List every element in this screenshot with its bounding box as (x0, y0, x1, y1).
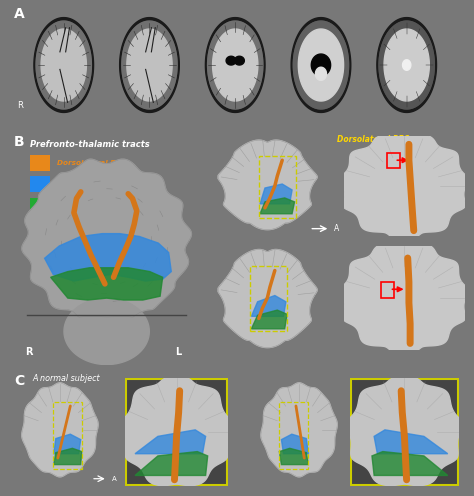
Text: Dorsolateral PFC: Dorsolateral PFC (57, 160, 126, 166)
Polygon shape (339, 134, 469, 240)
Polygon shape (339, 244, 469, 354)
Polygon shape (54, 448, 82, 465)
Polygon shape (251, 296, 286, 316)
Text: A: A (334, 224, 339, 233)
Polygon shape (298, 29, 344, 101)
Polygon shape (121, 375, 232, 486)
Polygon shape (127, 29, 172, 101)
Polygon shape (293, 21, 348, 109)
Polygon shape (122, 21, 177, 109)
Polygon shape (346, 375, 462, 486)
Text: Prefronto-thalamic tracts: Prefronto-thalamic tracts (30, 140, 150, 149)
Polygon shape (279, 448, 309, 465)
Text: L: L (175, 347, 182, 357)
Polygon shape (135, 451, 208, 476)
Polygon shape (251, 310, 287, 329)
Polygon shape (298, 29, 344, 101)
Polygon shape (205, 18, 265, 113)
Polygon shape (22, 383, 98, 477)
Text: R: R (25, 347, 32, 357)
Polygon shape (208, 21, 263, 109)
Polygon shape (34, 18, 93, 113)
Bar (387, 153, 401, 168)
Polygon shape (36, 21, 91, 109)
Bar (250, 266, 287, 331)
Polygon shape (384, 29, 429, 101)
Text: Ventrolateral PFC: Ventrolateral PFC (57, 181, 129, 187)
Bar (30, 155, 50, 171)
Polygon shape (127, 29, 172, 101)
Polygon shape (379, 21, 434, 109)
Polygon shape (291, 18, 351, 113)
Polygon shape (374, 430, 448, 454)
Polygon shape (260, 198, 294, 214)
Polygon shape (315, 67, 327, 80)
Text: A: A (14, 7, 25, 21)
Polygon shape (234, 56, 244, 65)
Text: A: A (112, 476, 117, 482)
Polygon shape (41, 29, 86, 101)
Polygon shape (208, 21, 263, 109)
Polygon shape (22, 159, 191, 317)
Bar (30, 197, 50, 213)
Bar (259, 156, 296, 218)
Polygon shape (45, 234, 171, 281)
Polygon shape (260, 184, 292, 204)
Text: R: R (17, 101, 23, 111)
Text: Dorsolateral PFC: Dorsolateral PFC (337, 135, 409, 144)
Text: B: B (14, 135, 25, 149)
Text: C: C (14, 374, 24, 388)
Polygon shape (119, 18, 179, 113)
Polygon shape (51, 268, 163, 300)
Polygon shape (64, 298, 149, 365)
Polygon shape (282, 434, 309, 454)
Polygon shape (384, 29, 429, 101)
Polygon shape (379, 21, 434, 109)
Polygon shape (377, 18, 437, 113)
Bar (53, 402, 82, 469)
Bar (30, 177, 50, 192)
Polygon shape (135, 430, 206, 454)
Polygon shape (54, 434, 81, 454)
Polygon shape (372, 451, 448, 476)
Polygon shape (218, 140, 317, 230)
Polygon shape (36, 21, 91, 109)
Polygon shape (212, 29, 258, 101)
Polygon shape (311, 54, 331, 76)
Text: Orbitofrontal cortex: Orbitofrontal cortex (57, 202, 139, 208)
Bar (279, 402, 309, 469)
Text: A normal subject: A normal subject (32, 374, 100, 383)
Polygon shape (226, 56, 236, 65)
Polygon shape (261, 383, 337, 477)
Polygon shape (402, 60, 411, 70)
Polygon shape (41, 29, 86, 101)
Polygon shape (293, 21, 348, 109)
Polygon shape (122, 21, 177, 109)
Polygon shape (212, 29, 258, 101)
Polygon shape (218, 249, 317, 348)
Bar (381, 282, 394, 298)
